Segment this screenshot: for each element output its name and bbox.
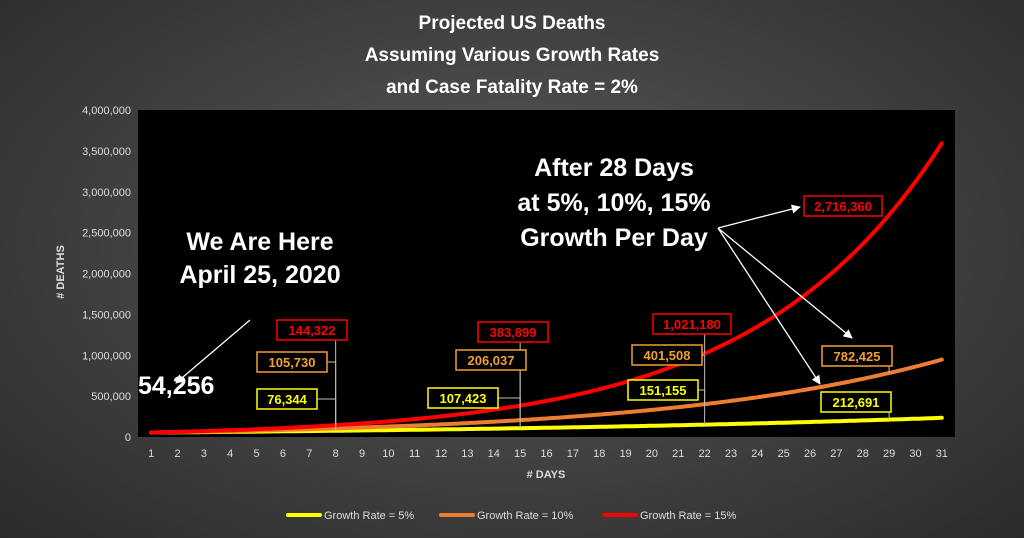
- legend-label: Growth Rate = 10%: [477, 510, 574, 522]
- x-axis-ticks: 1 2 3 4 5 6 7 8 9 10 11 12 13 14 15 16 17 18 19 20 21 22 23 24 2…: [148, 448, 948, 460]
- x-tick-label: 25: [778, 448, 790, 460]
- x-tick-label: 6: [280, 448, 286, 460]
- after-28-days-line-1: After 28 Days: [534, 154, 694, 182]
- after-28-days-line-2: at 5%, 10%, 15%: [517, 189, 710, 217]
- y-axis-ticks: 0 500,000 1,000,000 1,500,000 2,000,000 2,500…: [82, 105, 131, 444]
- x-tick-label: 31: [936, 448, 948, 460]
- data-label-box: [455, 349, 527, 371]
- x-tick-label: 27: [830, 448, 842, 460]
- x-tick-label: 15: [514, 448, 526, 460]
- x-tick-label: 11: [409, 448, 420, 460]
- x-tick-label: 20: [646, 448, 658, 460]
- x-tick-label: 18: [593, 448, 605, 460]
- y-tick-label: 1,000,000: [82, 350, 131, 362]
- x-tick-label: 8: [333, 448, 339, 460]
- series-lines: [149, 141, 944, 435]
- data-label: 206,037: [468, 353, 515, 368]
- data-label-box: [477, 321, 549, 343]
- data-label: 1,021,180: [663, 317, 721, 332]
- x-tick-label: 23: [725, 448, 737, 460]
- data-label: 212,691: [833, 395, 880, 410]
- data-label: 401,508: [644, 348, 691, 363]
- legend-label: Growth Rate = 5%: [324, 510, 414, 522]
- x-tick-label: 24: [751, 448, 763, 460]
- label-leader-line: [698, 389, 706, 425]
- data-label: 144,322: [289, 323, 336, 338]
- data-label-box: [821, 345, 893, 367]
- x-tick-label: 14: [488, 448, 500, 460]
- x-tick-label: 29: [883, 448, 895, 460]
- data-label-box: [427, 387, 499, 409]
- data-label-box: [631, 344, 703, 366]
- x-tick-label: 4: [227, 448, 233, 460]
- annotation-arrows: [175, 204, 853, 385]
- label-leader-line: [317, 398, 337, 431]
- data-label: 383,899: [490, 325, 537, 340]
- y-tick-label: 2,500,000: [82, 228, 131, 240]
- data-label-box: [256, 351, 328, 373]
- x-tick-label: 9: [359, 448, 365, 460]
- data-label-box: [803, 195, 883, 217]
- annotation-arrow: [717, 204, 801, 229]
- x-tick-label: 5: [254, 448, 260, 460]
- data-label-box: [256, 388, 318, 410]
- x-tick-label: 19: [619, 448, 631, 460]
- legend: Growth Rate = 5% Growth Rate = 10% Growth …: [286, 510, 737, 522]
- annotation-arrow: [175, 319, 251, 384]
- x-tick-label: 13: [461, 448, 473, 460]
- x-tick-label: 16: [540, 448, 552, 460]
- x-tick-label: 28: [857, 448, 869, 460]
- chart-title: Projected US Deaths Assuming Various Gro…: [365, 13, 660, 98]
- data-label: 151,155: [640, 383, 687, 398]
- y-tick-label: 2,000,000: [82, 269, 131, 281]
- label-leader-line: [702, 354, 706, 405]
- title-line-2: Assuming Various Growth Rates: [365, 45, 660, 66]
- x-axis-label: # DAYS: [527, 469, 566, 481]
- label-leader-line: [498, 397, 521, 429]
- x-tick-label: 10: [382, 448, 394, 460]
- x-tick-label: 21: [672, 448, 684, 460]
- start-value-label: 54,256: [138, 372, 214, 400]
- y-tick-label: 3,500,000: [82, 146, 131, 158]
- x-tick-label: 1: [148, 448, 154, 460]
- x-tick-label: 26: [804, 448, 816, 460]
- data-label-box: [652, 313, 732, 335]
- y-tick-label: 4,000,000: [82, 105, 131, 117]
- y-tick-label: 500,000: [91, 391, 131, 403]
- x-tick-label: 30: [909, 448, 921, 460]
- data-label: 107,423: [440, 391, 487, 406]
- title-line-3: and Case Fatality Rate = 2%: [386, 77, 638, 98]
- y-axis-label: # DEATHS: [55, 245, 67, 299]
- data-label-box: [820, 391, 892, 413]
- data-label: 2,716,360: [814, 199, 872, 214]
- data-label-box: [627, 379, 699, 401]
- y-tick-label: 3,000,000: [82, 187, 131, 199]
- data-label: 105,730: [269, 355, 316, 370]
- x-tick-label: 17: [567, 448, 579, 460]
- y-tick-label: 0: [125, 432, 131, 444]
- data-labels: 144,322 105,730 76,344 383,899 206,037 107,42…: [256, 195, 893, 413]
- we-are-here-line-1: We Are Here: [186, 228, 333, 256]
- data-label: 76,344: [267, 392, 308, 407]
- title-line-1: Projected US Deaths: [419, 13, 606, 34]
- data-label-box: [276, 319, 348, 341]
- we-are-here-line-2: April 25, 2020: [179, 261, 340, 289]
- x-tick-label: 22: [699, 448, 711, 460]
- after-28-days-line-3: Growth Per Day: [520, 224, 708, 252]
- y-tick-label: 1,500,000: [82, 309, 131, 321]
- annotation-arrow: [717, 227, 821, 385]
- series-line: [149, 141, 944, 435]
- data-label: 782,425: [834, 349, 881, 364]
- x-tick-label: 7: [306, 448, 312, 460]
- legend-label: Growth Rate = 15%: [640, 510, 737, 522]
- annotation-arrow: [717, 227, 853, 339]
- x-tick-label: 3: [201, 448, 207, 460]
- x-tick-label: 2: [174, 448, 180, 460]
- x-tick-label: 12: [435, 448, 447, 460]
